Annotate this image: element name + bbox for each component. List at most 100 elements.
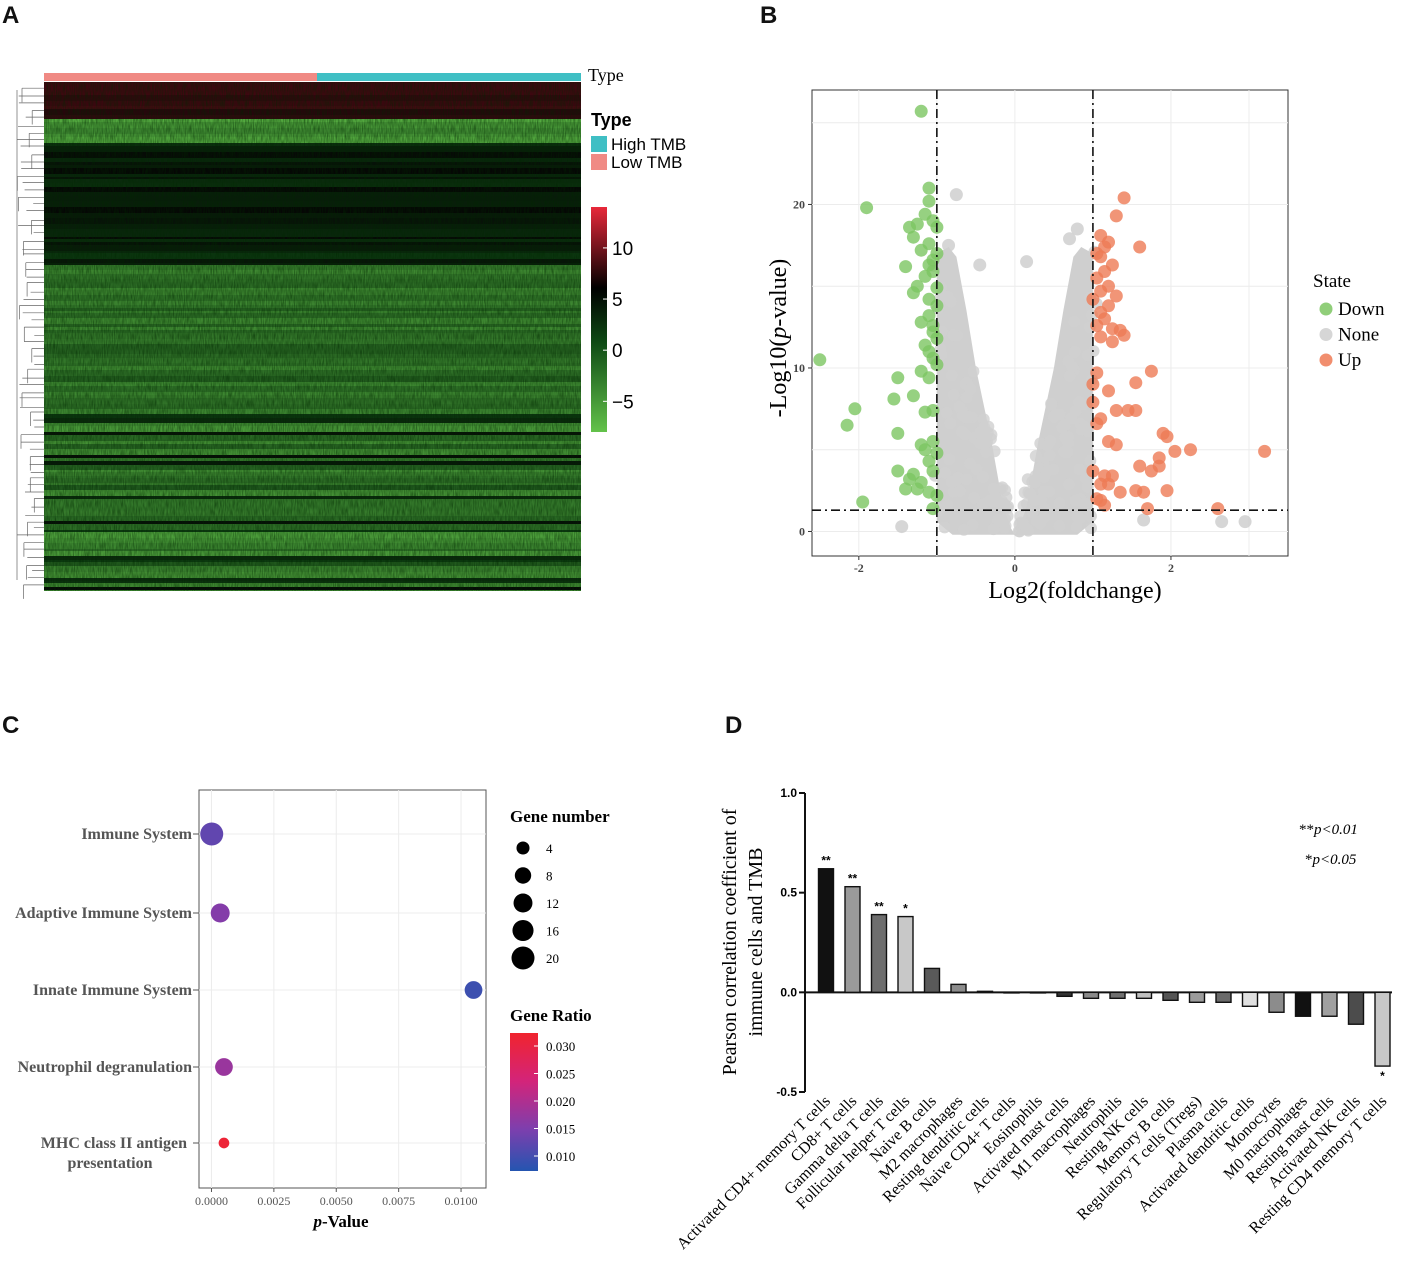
- volcano-point-down: [914, 243, 928, 257]
- enrichment-x-label-italic: p: [311, 1212, 322, 1231]
- volcano-point-up: [1160, 484, 1174, 498]
- bar: [1056, 991, 1073, 998]
- volcano-point-none: [1028, 476, 1041, 489]
- colorbar-tick-label: −5: [612, 392, 634, 413]
- enrichment-x-tick-label: 0.0025: [257, 1194, 290, 1208]
- volcano-point-none: [1028, 494, 1041, 507]
- volcano-point-none: [1029, 450, 1042, 462]
- gene-ratio-legend-label: 0.020: [546, 1094, 575, 1109]
- gene-number-legend-marker: [514, 867, 532, 884]
- volcano-y-tick-label: 20: [793, 197, 805, 211]
- volcano-point-none: [940, 406, 953, 419]
- bar: [1029, 991, 1047, 994]
- volcano-point-none: [964, 457, 976, 470]
- volcano-point-none: [938, 521, 951, 534]
- legend-swatch-high-tmb: [591, 136, 607, 152]
- volcano-x-tick-label: 0: [1012, 561, 1018, 575]
- gene-number-legend-title: Gene number: [510, 807, 610, 826]
- volcano-point-none: [1020, 255, 1034, 269]
- volcano-point-up: [1160, 430, 1174, 444]
- significance-note-p05-stars: *: [1305, 852, 1313, 868]
- enrichment-point: [218, 1137, 230, 1149]
- volcano-legend-marker-down: [1319, 302, 1333, 316]
- volcano-point-none: [1056, 421, 1069, 434]
- volcano-point-up: [1098, 498, 1112, 512]
- volcano-legend-label-none: None: [1338, 325, 1379, 346]
- panel-label-c: C: [2, 712, 20, 739]
- bar: [1162, 991, 1179, 1002]
- enrichment-points: [200, 822, 483, 1149]
- volcano-point-none: [1068, 346, 1081, 358]
- bar: [870, 913, 888, 994]
- volcano-point-up: [1109, 289, 1123, 303]
- volcano-point-none: [1063, 232, 1077, 246]
- volcano-point-none: [1062, 436, 1075, 449]
- enrichment-gridlines: [199, 790, 486, 1188]
- bar: [1082, 991, 1100, 1000]
- volcano-point-none: [944, 417, 957, 430]
- bar: [1135, 991, 1153, 1000]
- bar-y-tick-label: 0.0: [780, 985, 797, 999]
- volcano-point-down: [906, 389, 920, 403]
- volcano-point-up: [1258, 444, 1272, 458]
- bar-significance-labels: ****** **: [821, 854, 1385, 1083]
- volcano-point-none: [1068, 315, 1081, 328]
- bar: [1215, 991, 1232, 1003]
- enrichment-category-labels: Immune System Adaptive Immune System Innat…: [15, 826, 199, 1172]
- volcano-point-down: [899, 482, 913, 496]
- volcano-point-down: [906, 230, 920, 244]
- volcano-point-none: [980, 446, 992, 458]
- volcano-point-down: [910, 482, 924, 496]
- volcano-threshold-lines: [812, 90, 1288, 556]
- panel-c-enrichment: Immune System Adaptive Immune System Innat…: [15, 789, 610, 1231]
- gene-number-legend-label: 4: [546, 841, 553, 856]
- gene-number-legend-label: 12: [546, 896, 559, 911]
- volcano-point-none: [973, 258, 987, 272]
- volcano-point-none: [995, 495, 1008, 508]
- volcano-point-up: [1152, 459, 1166, 473]
- volcano-point-down: [891, 371, 905, 385]
- volcano-point-down: [922, 454, 936, 468]
- volcano-point-none: [968, 491, 981, 504]
- volcano-point-none: [1043, 485, 1056, 498]
- volcano-y-tick-label: 10: [793, 361, 805, 375]
- volcano-point-up: [1117, 191, 1131, 205]
- volcano-point-none: [1044, 434, 1057, 447]
- legend-swatch-low-tmb: [591, 154, 607, 170]
- bar: [1241, 991, 1259, 1007]
- bar-y-tick-label: 1.0: [780, 786, 797, 800]
- volcano-point-none: [974, 437, 987, 450]
- volcano-point-none: [1043, 449, 1056, 462]
- volcano-point-up: [1117, 328, 1131, 342]
- bar: [817, 868, 835, 994]
- volcano-point-none: [949, 188, 963, 202]
- volcano-point-down: [922, 181, 936, 195]
- volcano-point-none: [1050, 408, 1063, 421]
- volcano-legend-marker-up: [1319, 353, 1333, 367]
- bar: [1109, 991, 1126, 1000]
- volcano-point-none: [1034, 437, 1047, 450]
- volcano-point-down: [906, 467, 920, 481]
- volcano-point-none: [999, 484, 1011, 497]
- enrichment-point: [200, 822, 224, 846]
- heatmap-type-annotation-bar: [44, 73, 581, 81]
- volcano-point-down: [848, 402, 862, 416]
- bar: [1003, 991, 1020, 994]
- volcano-point-none: [895, 520, 909, 534]
- volcano-y-label-suffix: -value): [766, 259, 792, 327]
- colorbar-tick-label: 5: [612, 290, 623, 311]
- volcano-point-none: [1069, 494, 1082, 507]
- bar-significance-label: **: [821, 854, 831, 868]
- volcano-point-up: [1211, 502, 1225, 516]
- gene-number-legend-marker: [511, 946, 535, 970]
- volcano-x-tick-label: -2: [854, 561, 864, 575]
- bar: [1347, 991, 1365, 1025]
- bar: [1321, 991, 1338, 1017]
- enrichment-x-tick-label: 0.0075: [382, 1194, 415, 1208]
- bar-y-tick-label: -0.5: [776, 1085, 797, 1099]
- bar-significance-label: **: [848, 872, 858, 886]
- volcano-point-none: [947, 388, 960, 401]
- volcano-point-none: [1063, 478, 1076, 491]
